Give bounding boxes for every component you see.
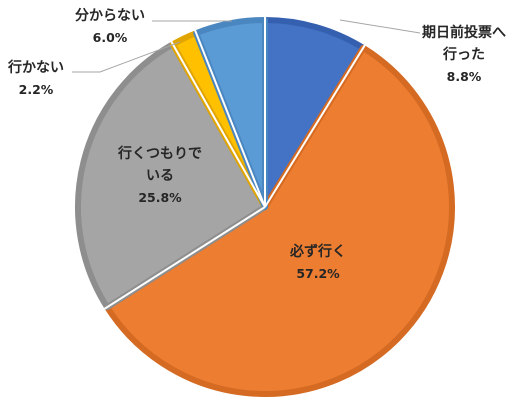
slice-separator [264,43,367,208]
slice-separator [193,29,266,208]
leader-lines [72,19,421,73]
pie-slice-will-vote [104,44,455,397]
leader-line-not-vote [72,41,181,73]
pie-slice-early-vote [262,17,367,210]
data-label-early-vote: 期日前投票へ行った 8.8% [422,24,506,84]
slice-name-line: 行くつもりで [117,145,202,162]
data-label-not-vote: 行かない 2.2% [7,59,64,97]
slice-labels: 期日前投票へ行った 8.8% 必ず行く 57.2% 行くつもりでいる 25.8% 行かない 2… [7,8,506,281]
data-label-intend-vote: 行くつもりでいる 25.8% [117,145,202,205]
data-label-unsure: 分からない 6.0% [75,8,145,45]
slice-percent: 25.8% [138,190,182,205]
slice-percent: 8.8% [447,69,482,84]
slice-percent: 2.2% [19,82,54,97]
slice-separator [170,40,266,208]
data-label-will-vote: 必ず行く 57.2% [289,243,346,281]
pie-slice-intend-vote [75,41,268,311]
slice-name-line: 期日前投票へ [422,24,506,41]
slice-name-line: 行った [442,46,485,63]
leader-line-early-vote [339,19,421,34]
slice-name-line: 必ず行く [289,243,346,260]
slice-separator [103,206,266,311]
pie-slices [75,16,455,397]
slice-name-line: いる [146,168,174,184]
slice-percent: 6.0% [93,30,128,45]
slice-percent: 57.2% [296,266,340,281]
slice-name-line: 行かない [7,59,64,76]
slice-name-line: 分からない [75,8,145,24]
